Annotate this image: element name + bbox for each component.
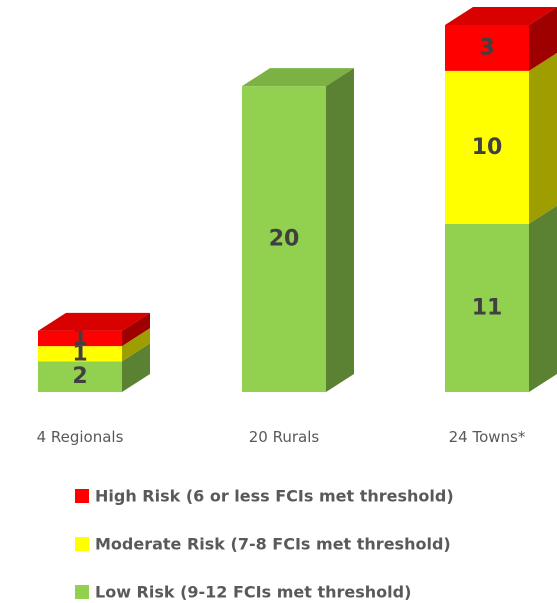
bar-side <box>122 343 150 392</box>
data-label: 1 <box>72 326 87 351</box>
legend-label: High Risk (6 or less FCIs met threshold) <box>95 487 454 506</box>
bar-side <box>122 312 150 347</box>
data-label: 10 <box>472 135 503 160</box>
legend-swatch <box>75 489 89 503</box>
legend-label: Low Risk (9-12 FCIs met threshold) <box>95 583 411 602</box>
bar-top <box>242 68 354 87</box>
legend-swatch <box>75 585 89 599</box>
legend-swatch <box>75 537 89 551</box>
data-label: 3 <box>479 35 494 60</box>
bar <box>38 361 122 392</box>
bar-side <box>122 328 150 362</box>
bar <box>445 223 529 392</box>
bar-side <box>529 205 557 392</box>
bar-side <box>326 68 354 393</box>
x-tick-label: 20 Rurals <box>249 428 320 446</box>
x-tick-label: 4 Regionals <box>37 428 124 446</box>
bar <box>445 70 529 224</box>
bar <box>242 86 326 393</box>
x-tick-label: 24 Towns* <box>449 428 526 446</box>
bar-side <box>529 52 557 224</box>
bar <box>38 346 122 362</box>
bar <box>445 25 529 71</box>
data-label: 1 <box>72 341 87 366</box>
data-label: 2 <box>72 364 87 389</box>
data-label: 20 <box>269 227 300 252</box>
bar-top <box>38 312 150 331</box>
bar-side <box>529 7 557 71</box>
bar <box>38 330 122 347</box>
data-label: 11 <box>472 295 503 320</box>
legend-label: Moderate Risk (7-8 FCIs met threshold) <box>95 535 451 554</box>
bar-top <box>445 7 557 25</box>
